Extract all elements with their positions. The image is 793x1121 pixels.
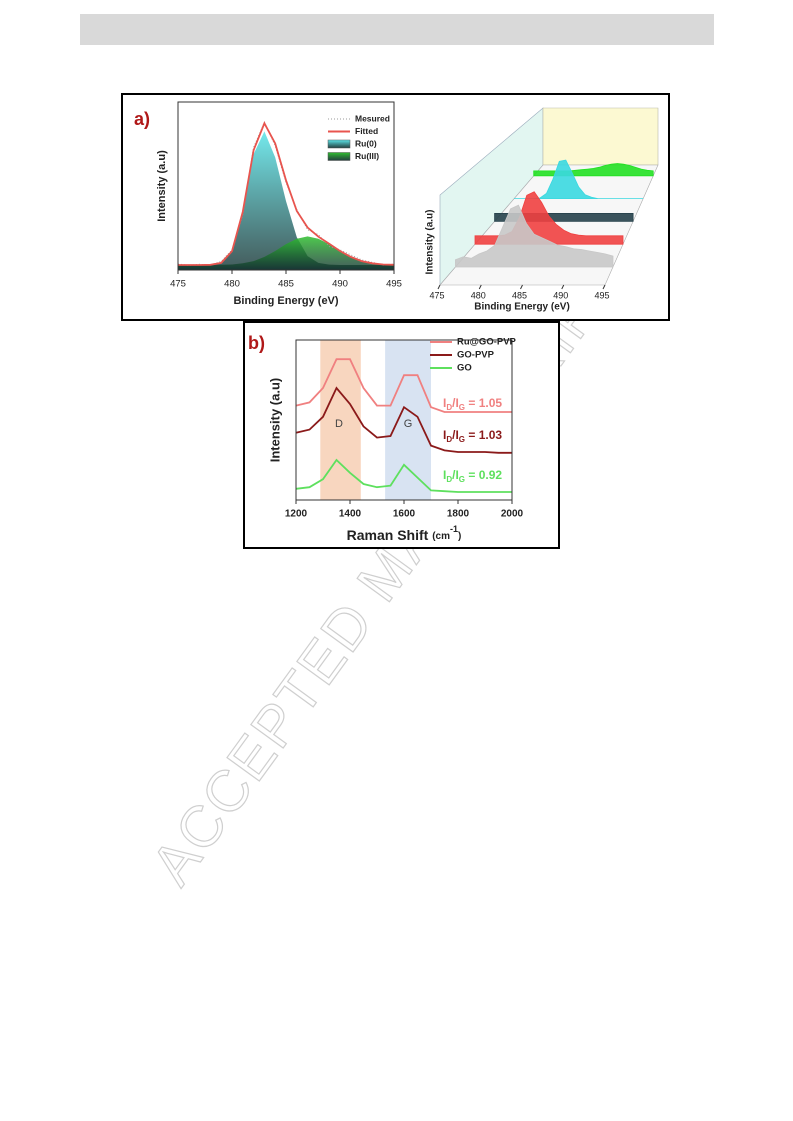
x-tick-label: 495: [594, 290, 609, 300]
line: [295, 458, 512, 493]
legend-label: Ru(0): [355, 138, 377, 148]
ratio-label-part: = 1.05: [465, 396, 502, 410]
x-tick-label: 2000: [501, 509, 524, 520]
ratio-label-part: G: [459, 403, 465, 412]
peak-label: D: [335, 418, 343, 430]
legend-label: Ru(III): [355, 151, 379, 161]
peak-label: G: [404, 418, 413, 430]
ratio-label: ID/IG = 1.05: [443, 396, 502, 412]
ratio-label-part: I: [443, 396, 446, 410]
legend-swatch: [327, 139, 351, 149]
legend-label: Ru@GO-PVP: [457, 337, 517, 348]
legend-label: GO-PVP: [457, 350, 495, 361]
panel-label: a): [134, 109, 150, 129]
x-tick: [602, 284, 606, 290]
x-tick-label: 475: [429, 290, 444, 300]
x-axis-label: Binding Energy (eV): [474, 302, 570, 313]
ratio-label-part: I: [443, 468, 446, 482]
area: [178, 236, 394, 270]
x-tick-label: 485: [512, 290, 527, 300]
ratio-label-part: /I: [452, 468, 459, 482]
panel-label: b): [248, 333, 265, 353]
y-axis-label: Intensity (a.u): [425, 209, 436, 274]
x-tick-label: 1600: [393, 509, 416, 520]
x-axis-label-part: Raman Shift: [347, 527, 433, 543]
x-tick-label: 475: [170, 279, 186, 290]
x-axis-label: Binding Energy (eV): [233, 295, 338, 307]
line: [178, 121, 395, 266]
ratio-label-part: D: [446, 435, 452, 444]
header-bar: [80, 14, 714, 45]
x-axis-label-part: ): [458, 531, 461, 542]
x-tick-label: 1400: [339, 509, 362, 520]
x-axis-label-part: (cm: [432, 531, 450, 542]
ratio-label-part: D: [446, 403, 452, 412]
ratio-label: ID/IG = 0.92: [443, 468, 502, 484]
legend-label: Fitted: [355, 126, 378, 136]
legend-swatch: [327, 152, 351, 161]
x-tick-label: 490: [553, 290, 568, 300]
shaded-band: [385, 340, 431, 500]
ratio-label-part: /I: [452, 428, 459, 442]
x-tick-label: 490: [332, 279, 348, 290]
x-tick: [437, 284, 441, 290]
ratio-label-part: D: [446, 475, 452, 484]
ratio-label-part: = 1.03: [465, 428, 502, 442]
ratio-label-part: = 0.92: [465, 468, 502, 482]
x-axis-label: Raman Shift (cm-1): [347, 524, 462, 542]
y-axis-label: Intensity (a.u): [267, 378, 282, 463]
x-axis-label-part: -1: [450, 524, 458, 534]
ratio-label: ID/IG = 1.03: [443, 428, 502, 444]
line: [295, 358, 512, 413]
x-tick-label: 480: [224, 279, 240, 290]
x-tick-label: 1200: [285, 509, 308, 520]
x-tick: [478, 284, 482, 290]
ratio-label-part: I: [443, 428, 446, 442]
ratio-label-part: G: [459, 435, 465, 444]
area: [178, 131, 394, 270]
x-tick: [520, 284, 523, 290]
ratio-label-part: /I: [452, 396, 459, 410]
waterfall-layer: [454, 204, 614, 268]
ratio-label-part: G: [459, 475, 465, 484]
x-tick-label: 485: [278, 279, 294, 290]
line: [295, 386, 512, 454]
x-tick: [561, 284, 565, 290]
back-wall: [542, 107, 659, 166]
legend-label: GO: [457, 363, 472, 374]
x-tick-label: 495: [386, 279, 402, 290]
x-tick-label: 1800: [447, 509, 470, 520]
y-axis-label: Intensity (a.u): [156, 150, 168, 222]
legend-label: Mesured: [355, 113, 390, 123]
x-tick-label: 480: [471, 290, 486, 300]
